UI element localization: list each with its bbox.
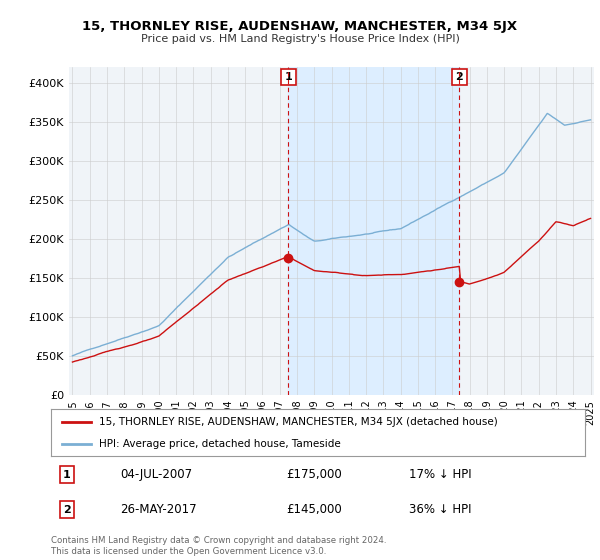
Text: 15, THORNLEY RISE, AUDENSHAW, MANCHESTER, M34 5JX: 15, THORNLEY RISE, AUDENSHAW, MANCHESTER… [82,20,518,32]
Text: 26-MAY-2017: 26-MAY-2017 [121,503,197,516]
Text: 36% ↓ HPI: 36% ↓ HPI [409,503,471,516]
Text: HPI: Average price, detached house, Tameside: HPI: Average price, detached house, Tame… [99,438,341,449]
Text: Contains HM Land Registry data © Crown copyright and database right 2024.
This d: Contains HM Land Registry data © Crown c… [51,536,386,556]
Text: £145,000: £145,000 [286,503,342,516]
Text: 1: 1 [63,470,71,479]
Text: 2: 2 [455,72,463,82]
Text: Price paid vs. HM Land Registry's House Price Index (HPI): Price paid vs. HM Land Registry's House … [140,34,460,44]
Text: £175,000: £175,000 [286,468,342,481]
Text: 17% ↓ HPI: 17% ↓ HPI [409,468,472,481]
Text: 15, THORNLEY RISE, AUDENSHAW, MANCHESTER, M34 5JX (detached house): 15, THORNLEY RISE, AUDENSHAW, MANCHESTER… [99,417,498,427]
Text: 1: 1 [284,72,292,82]
Text: 04-JUL-2007: 04-JUL-2007 [121,468,193,481]
Bar [289,67,459,395]
Text: 2: 2 [63,505,71,515]
